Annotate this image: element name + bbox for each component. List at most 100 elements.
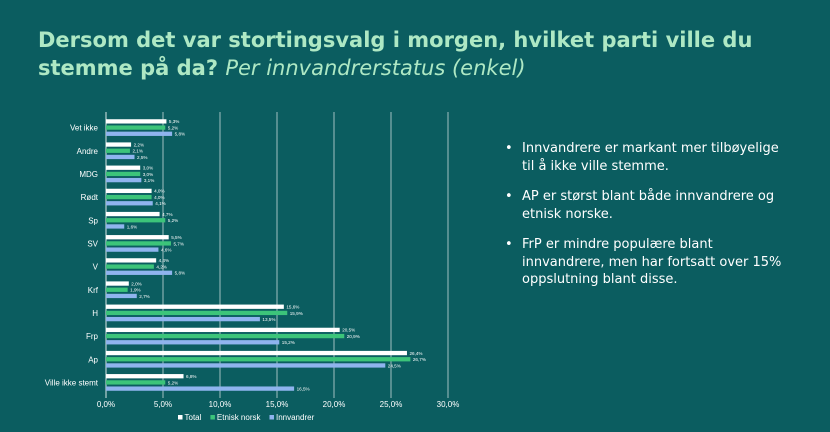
bar (106, 287, 128, 292)
category-label: Vet ikke (70, 124, 99, 133)
legend-swatch (269, 415, 274, 420)
legend-swatch (178, 415, 183, 420)
data-label: 5,7% (173, 241, 183, 246)
x-tick-label: 20,0% (323, 400, 346, 409)
bar (106, 165, 141, 170)
bullet-item: FrP er mindre populære blant innvandrere… (505, 236, 795, 289)
bar (106, 333, 345, 339)
data-label: 4,4% (159, 258, 169, 263)
bar-chart: 0,0% 5,0% 10,0% 15,0% 20,0% 25,0% 30,0% Vet ikk… (45, 112, 460, 422)
data-label: 3,0% (143, 172, 153, 177)
bar (106, 281, 129, 286)
category-label: Rødt (81, 193, 99, 202)
data-label: 4,2% (156, 264, 166, 269)
bar (106, 201, 153, 206)
page-title: Dersom det var stortingsvalg i morgen, h… (38, 26, 798, 82)
legend-label: Total (185, 413, 202, 422)
bar (106, 218, 166, 223)
data-label: 4,0% (154, 189, 164, 194)
bar (106, 327, 340, 333)
data-label: 5,2% (168, 380, 178, 385)
bar (106, 293, 137, 299)
bar (106, 131, 173, 136)
category-label: SV (87, 239, 98, 248)
bar (106, 177, 142, 183)
bar (106, 310, 288, 316)
category-label: Frp (86, 332, 99, 341)
bullet-list: Innvandrere er markant mer tilbøyelige t… (505, 140, 795, 302)
legend-swatch (210, 415, 215, 420)
data-label: 3,0% (143, 166, 153, 171)
category-label: Andre (77, 147, 99, 156)
bar (106, 363, 386, 368)
bar (106, 125, 166, 130)
data-label: 15,6% (286, 305, 299, 310)
bar (106, 357, 411, 362)
bar (106, 264, 154, 269)
data-label: 4,1% (155, 201, 165, 206)
category-label: Sp (88, 216, 98, 225)
data-label: 26,7% (413, 357, 426, 362)
x-tick-label: 5,0% (154, 400, 172, 409)
category-label: H (92, 309, 98, 318)
bar (106, 374, 184, 379)
data-label: 2,0% (131, 281, 141, 286)
data-label: 5,5% (171, 235, 181, 240)
data-label: 2,5% (137, 155, 147, 160)
bar (106, 247, 159, 252)
bar (106, 211, 160, 217)
data-label: 5,3% (169, 119, 179, 124)
data-label: 15,9% (290, 311, 303, 316)
bullet-item: AP er størst blant både innvandrere og e… (505, 188, 795, 223)
x-tick-label: 30,0% (437, 400, 460, 409)
bar (106, 194, 152, 200)
bar (106, 386, 295, 391)
data-label: 3,1% (144, 178, 154, 183)
data-label: 5,2% (168, 125, 178, 130)
bar (106, 304, 284, 309)
bar (106, 340, 280, 345)
bar (106, 142, 132, 147)
x-tick-label: 10,0% (209, 400, 232, 409)
category-label: MDG (79, 170, 98, 179)
data-label: 16,5% (297, 386, 310, 391)
data-label: 15,2% (282, 340, 295, 345)
data-label: 20,9% (347, 334, 360, 339)
category-label: Krf (88, 286, 99, 295)
data-label: 6,8% (186, 374, 196, 379)
data-label: 1,6% (127, 224, 137, 229)
data-label: 26,4% (409, 351, 422, 356)
data-label: 5,8% (175, 132, 185, 137)
data-label: 4,7% (162, 212, 172, 217)
bar (106, 154, 135, 160)
data-label: 5,2% (168, 218, 178, 223)
data-label: 1,9% (130, 288, 140, 293)
data-label: 2,2% (134, 142, 144, 147)
bar (106, 188, 152, 194)
data-label: 13,5% (262, 317, 275, 322)
data-label: 4,0% (154, 195, 164, 200)
data-label: 20,5% (342, 328, 355, 333)
bar (106, 224, 125, 229)
category-label: Ap (88, 355, 98, 364)
data-label: 2,7% (139, 294, 149, 299)
x-tick-label: 25,0% (380, 400, 403, 409)
bar (106, 316, 260, 322)
data-label: 5,8% (175, 271, 185, 276)
title-main: Dersom det var stortingsvalg i morgen, h… (38, 28, 753, 80)
data-label: 2,1% (132, 149, 142, 154)
x-tick-label: 15,0% (266, 400, 289, 409)
bullet-item: Innvandrere er markant mer tilbøyelige t… (505, 140, 795, 175)
bar (106, 171, 141, 177)
data-label: 24,5% (388, 363, 401, 368)
bar (106, 148, 130, 153)
bar (106, 235, 169, 240)
bar (106, 380, 166, 385)
bar (106, 119, 167, 124)
bar (106, 258, 157, 263)
category-label: V (93, 263, 99, 272)
bar (106, 241, 171, 246)
legend-label: Etnisk norsk (217, 413, 262, 422)
x-tick-label: 0,0% (97, 400, 115, 409)
